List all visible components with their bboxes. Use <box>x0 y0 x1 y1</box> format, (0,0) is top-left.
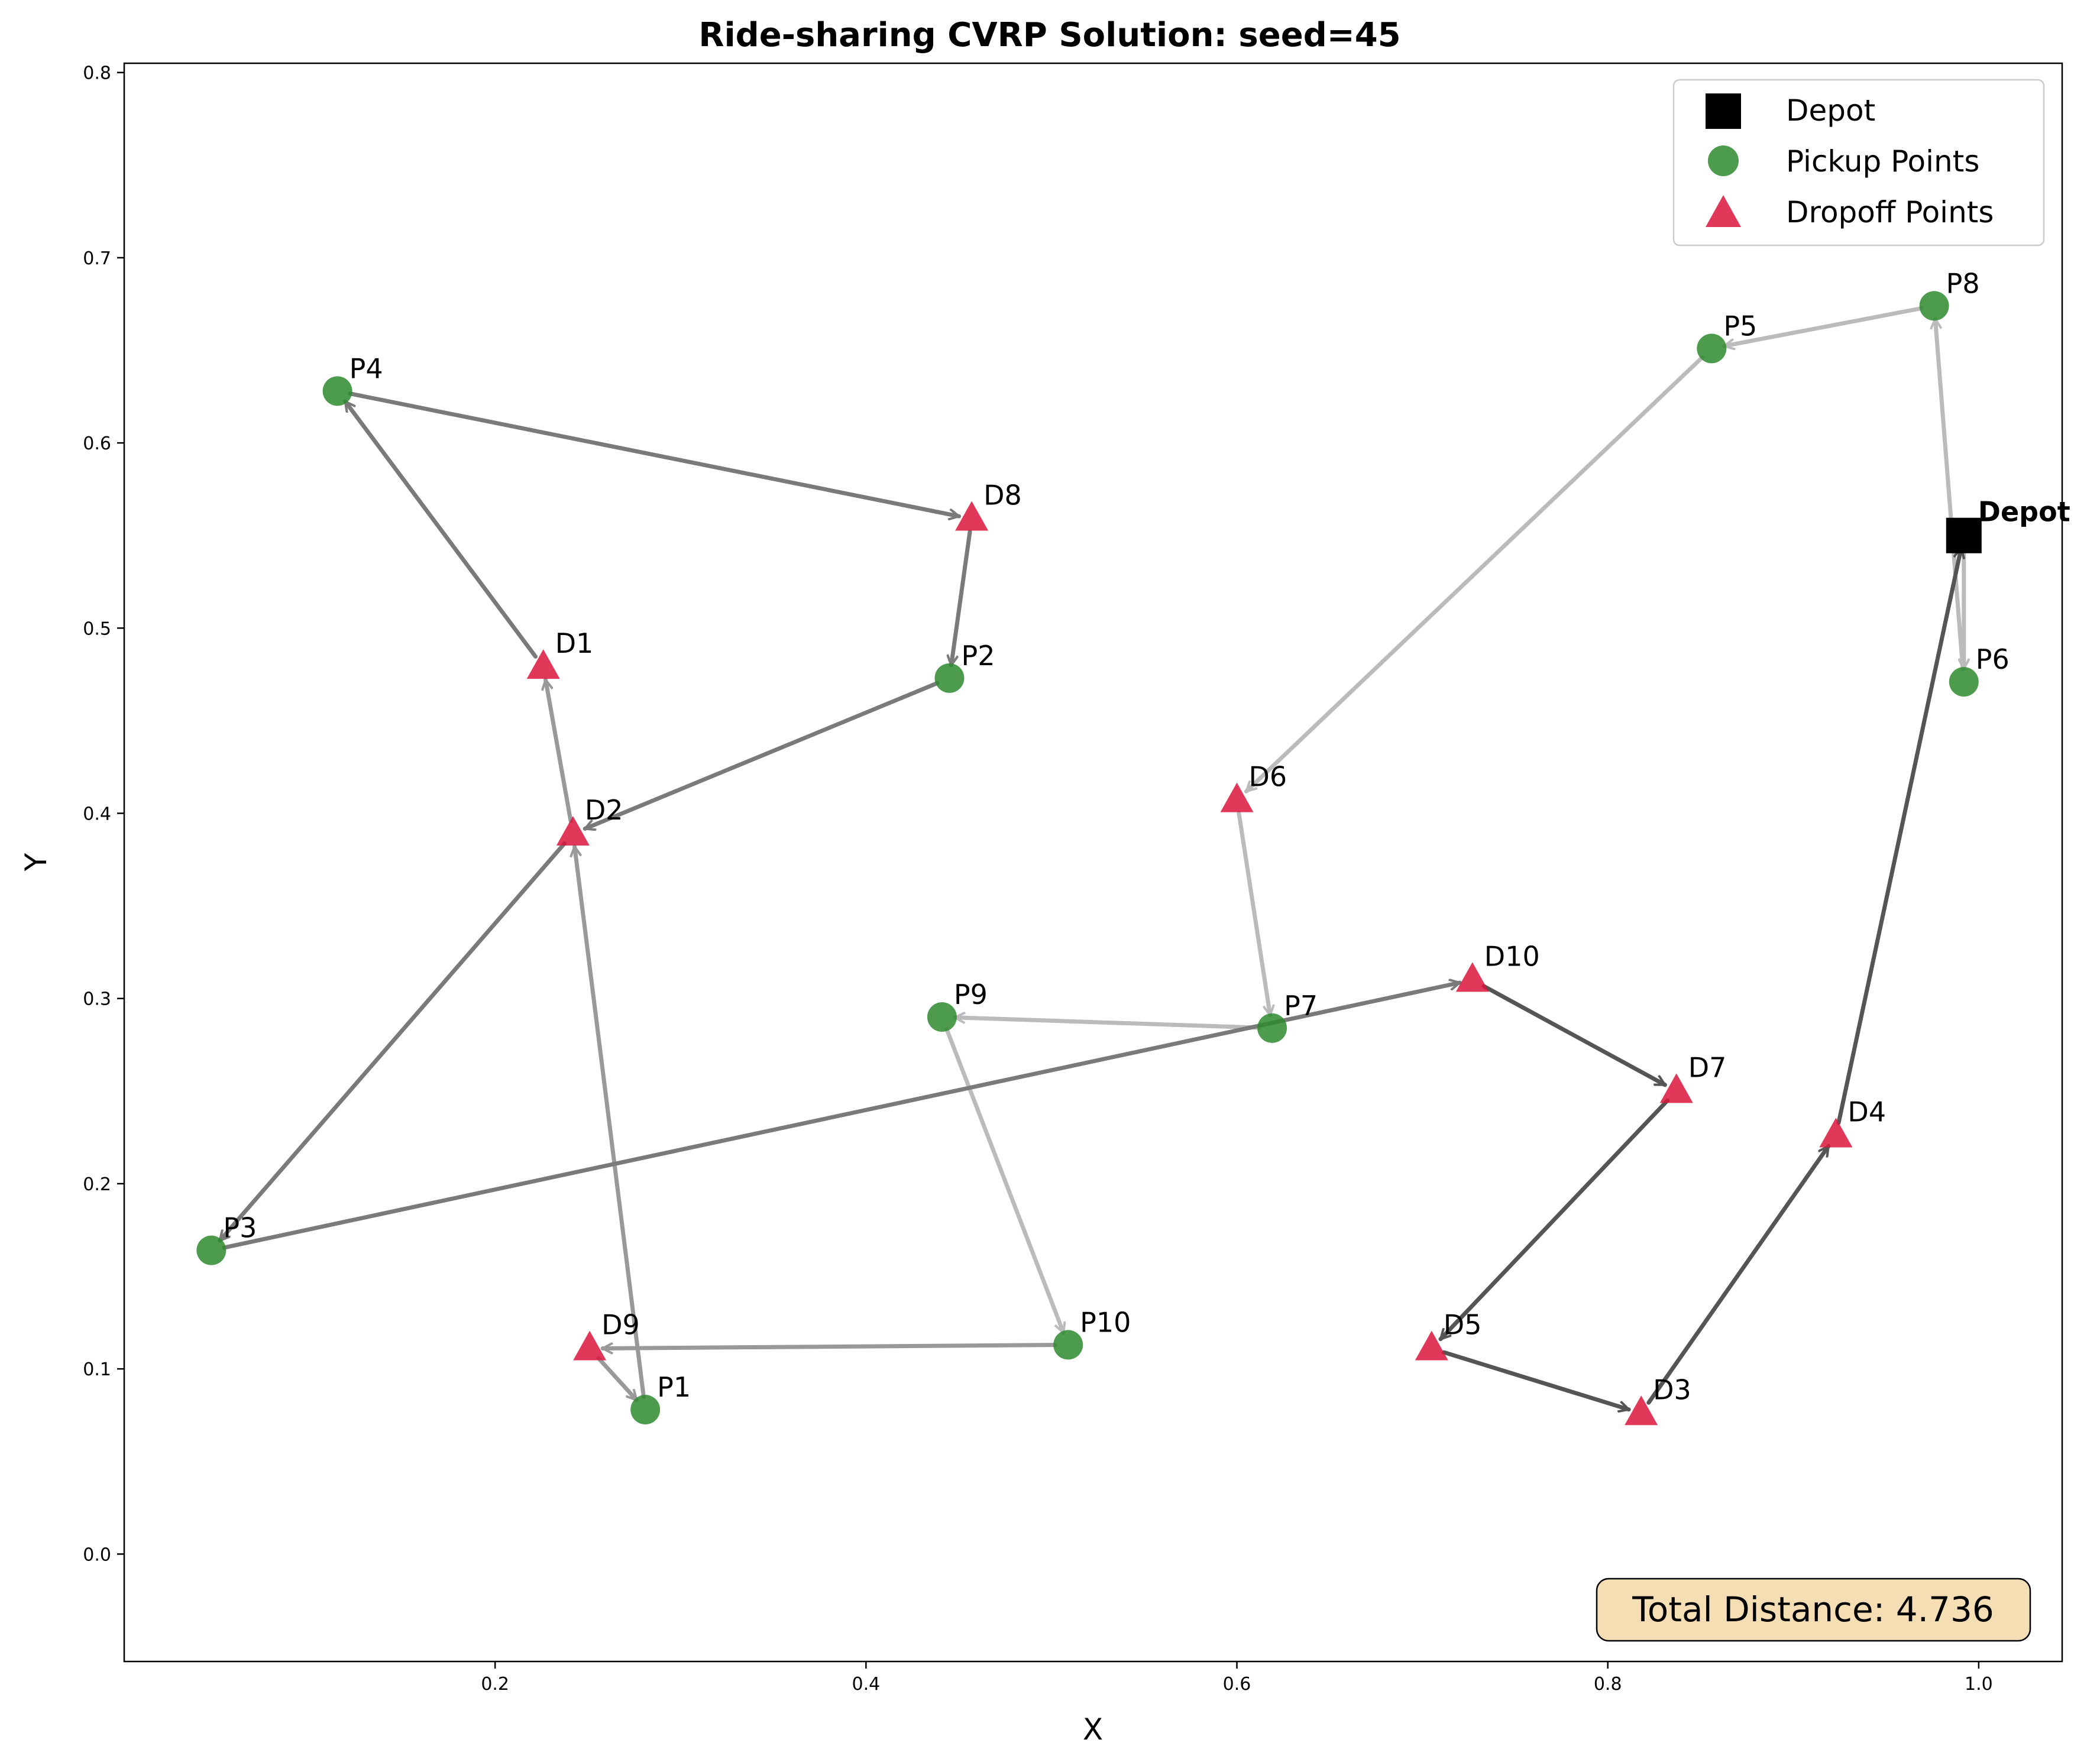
pickup-label: P6 <box>1976 643 2010 675</box>
depot-label: Depot <box>1978 496 2070 528</box>
pickup-label: P7 <box>1284 990 1318 1022</box>
dropoff-point <box>573 1330 607 1361</box>
pickup-point <box>934 663 965 693</box>
dropoff-point <box>1455 962 1489 992</box>
route-1-arrow <box>1935 316 1965 671</box>
dropoff-label: D9 <box>601 1309 640 1341</box>
route-4-arrow <box>1646 1146 1831 1405</box>
y-tick-label: 0.6 <box>83 433 111 454</box>
x-tick-label: 0.8 <box>1594 1674 1622 1695</box>
dropoff-point <box>1220 782 1254 812</box>
route-3-arrow <box>218 841 567 1243</box>
pickup-label: P9 <box>954 979 988 1010</box>
y-tick-label: 0.3 <box>83 989 111 1010</box>
route-2-arrow <box>546 680 573 823</box>
legend-box <box>1672 79 2045 247</box>
legend-dropoff-marker <box>1706 195 1741 227</box>
y-tick-label: 0.7 <box>83 248 111 269</box>
dropoff-point <box>526 649 560 679</box>
total-distance-text: Total Distance: 4.736 <box>1632 1589 1994 1630</box>
pickup-label: P8 <box>1946 267 1980 299</box>
pickup-point <box>1697 333 1727 364</box>
legend-depot-marker <box>1706 93 1741 129</box>
y-axis-label: Y <box>19 853 53 872</box>
dropoff-label: D6 <box>1249 761 1287 793</box>
pickup-point <box>196 1235 226 1265</box>
pickup-point <box>927 1002 957 1032</box>
route-3-arrow <box>343 399 538 659</box>
dropoff-point <box>955 501 989 531</box>
dropoff-label: D1 <box>555 627 594 659</box>
dropoff-label: D10 <box>1484 940 1540 972</box>
route-3-arrow <box>585 681 940 828</box>
point-labels-layer: P1 P2 P3 P4 P5 P6 P7 P8 P9 P10 D1 D2 D3 D4 D5 D6 D7 D8 D9 D… <box>223 267 2070 1405</box>
pickup-point <box>630 1395 661 1425</box>
dropoff-label: D8 <box>983 479 1022 511</box>
pickup-point <box>1919 291 1949 321</box>
pickup-label: P5 <box>1723 310 1757 342</box>
y-tick-label: 0.2 <box>83 1174 111 1195</box>
pickup-label: P4 <box>350 352 383 384</box>
route-4-arrow <box>1442 1350 1629 1410</box>
x-axis-ticks: 0.2 0.4 0.6 0.8 1.0 <box>481 1661 1993 1695</box>
route-3-arrow <box>348 391 959 516</box>
legend-dropoff-label: Dropoff Points <box>1786 195 1994 229</box>
y-tick-label: 0.5 <box>83 618 111 639</box>
dropoff-label: D5 <box>1444 1309 1482 1341</box>
pickup-label: P10 <box>1080 1306 1131 1338</box>
y-tick-label: 0.4 <box>83 804 111 824</box>
route-1-arrow <box>1237 811 1270 1015</box>
route-4-arrow <box>1438 1098 1670 1342</box>
legend-pickup-marker <box>1708 145 1739 176</box>
depot-point <box>1946 517 1982 553</box>
dropoff-label: D3 <box>1653 1374 1691 1405</box>
route-1-arrow <box>953 1018 1261 1030</box>
routes-layer <box>218 306 1965 1410</box>
y-tick-label: 0.1 <box>83 1359 111 1380</box>
x-axis-label: X <box>1083 1712 1103 1747</box>
legend-depot-label: Depot <box>1786 93 1875 128</box>
route-1-arrow <box>1724 306 1924 346</box>
pickup-label: P1 <box>657 1371 691 1403</box>
route-3-arrow <box>952 529 972 668</box>
y-tick-label: 0.0 <box>83 1544 111 1565</box>
legend-pickup-label: Pickup Points <box>1786 144 1979 179</box>
route-4-arrow <box>1481 984 1665 1087</box>
dropoff-point <box>1659 1073 1693 1103</box>
x-tick-label: 1.0 <box>1965 1674 1993 1695</box>
route-2-arrow <box>600 1345 1057 1349</box>
y-tick-label: 0.8 <box>83 63 111 84</box>
pickup-point <box>322 376 352 406</box>
pickup-point <box>1257 1013 1287 1043</box>
total-distance-annotation: Total Distance: 4.736 <box>1596 1578 2031 1642</box>
route-1-arrow <box>944 1027 1063 1333</box>
dropoff-label: D7 <box>1688 1051 1727 1083</box>
pickup-label: P2 <box>961 640 995 672</box>
pickup-point <box>1949 667 1979 697</box>
x-tick-label: 0.2 <box>481 1674 509 1695</box>
total-distance-box <box>1596 1578 2031 1642</box>
x-tick-label: 0.6 <box>1223 1674 1251 1695</box>
route-2-arrow <box>575 844 646 1399</box>
chart-title: Ride-sharing CVRP Solution: seed=45 <box>698 16 1400 54</box>
points-layer <box>196 291 1982 1426</box>
x-tick-label: 0.4 <box>852 1674 880 1695</box>
dropoff-point <box>1819 1118 1853 1148</box>
dropoff-point <box>1415 1330 1448 1361</box>
route-1-arrow <box>1244 355 1704 793</box>
legend: Depot Pickup Points Dropoff Points <box>1672 79 2045 247</box>
dropoff-label: D2 <box>585 794 623 826</box>
dropoff-label: D4 <box>1847 1096 1886 1128</box>
pickup-label: P3 <box>223 1212 257 1244</box>
route-3-arrow <box>222 983 1460 1250</box>
route-2-arrow <box>596 1356 639 1403</box>
dropoff-point <box>556 815 590 846</box>
route-4-arrow <box>1836 548 1961 1125</box>
y-axis-ticks: 0.0 0.1 0.2 0.3 0.4 0.5 0.6 0.7 0.8 <box>83 63 124 1565</box>
pickup-point <box>1053 1330 1083 1360</box>
plot-area-frame <box>123 62 2063 1663</box>
dropoff-point <box>1625 1395 1658 1426</box>
